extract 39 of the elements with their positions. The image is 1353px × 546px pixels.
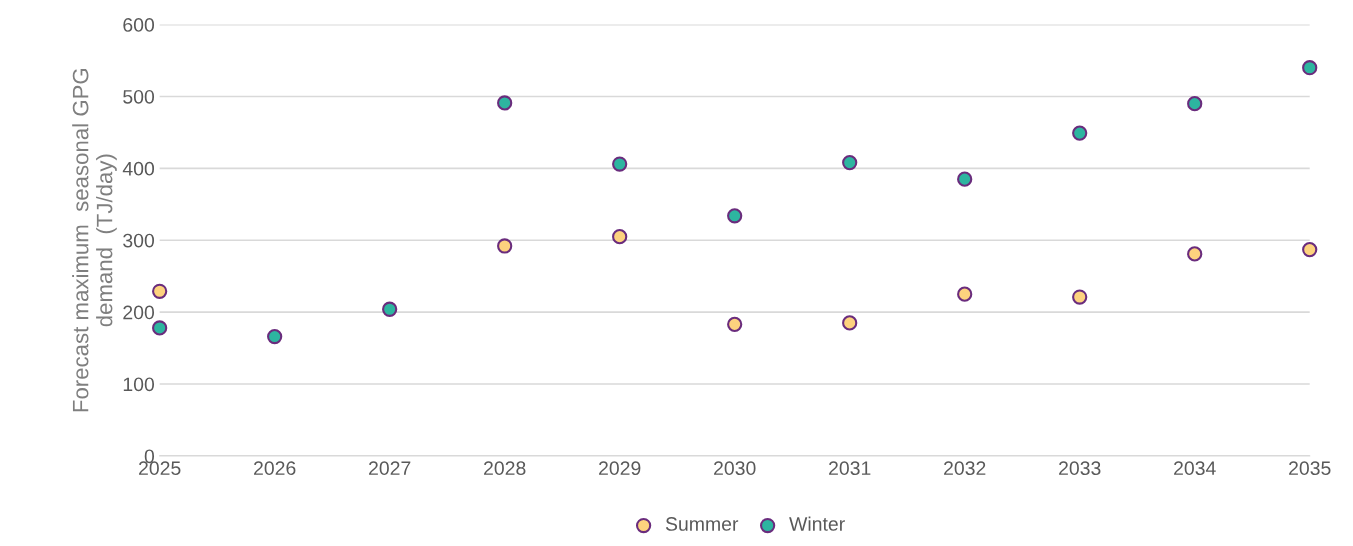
x-tick-label: 2033 [1059, 461, 1101, 476]
y-tick-label: 100 [123, 377, 155, 392]
y-tick-label: 400 [122, 161, 155, 176]
y-tick-label: 200 [123, 305, 155, 320]
point [957, 171, 973, 187]
x-tick-label: 2026 [254, 461, 296, 476]
legend-label: Winter [789, 516, 845, 531]
x-tick-label: 2027 [369, 461, 411, 476]
point [497, 238, 513, 254]
legend-label: Summer [665, 517, 739, 531]
point [612, 156, 628, 172]
point [1072, 289, 1088, 305]
point [152, 283, 168, 299]
point [267, 328, 283, 345]
point [1302, 60, 1318, 76]
x-tick-label: 2034 [1174, 461, 1216, 476]
point [842, 154, 858, 171]
point [497, 95, 513, 111]
point [382, 301, 398, 317]
point [727, 208, 743, 224]
y-tick-label: 300 [123, 233, 155, 248]
point [612, 229, 628, 245]
y-tick-label: 500 [123, 89, 155, 104]
x-tick-label: 2029 [599, 461, 641, 476]
point [1187, 96, 1203, 112]
point [1072, 125, 1088, 141]
x-tick-label: 2028 [484, 461, 526, 476]
point [957, 286, 973, 302]
x-tick-label: 2035 [1289, 461, 1331, 476]
x-tick-label: 2032 [944, 461, 986, 476]
point [1187, 246, 1203, 262]
point [152, 320, 168, 336]
y-axis-title: Forecast maximum seasonal GPG demand (TJ/day) [72, 69, 117, 412]
point [1302, 241, 1318, 258]
x-tick-label: 2031 [829, 461, 871, 476]
y-tick-label: 600 [123, 18, 155, 32]
point [727, 316, 743, 332]
point [842, 315, 858, 331]
x-tick-label: 2030 [714, 461, 756, 476]
